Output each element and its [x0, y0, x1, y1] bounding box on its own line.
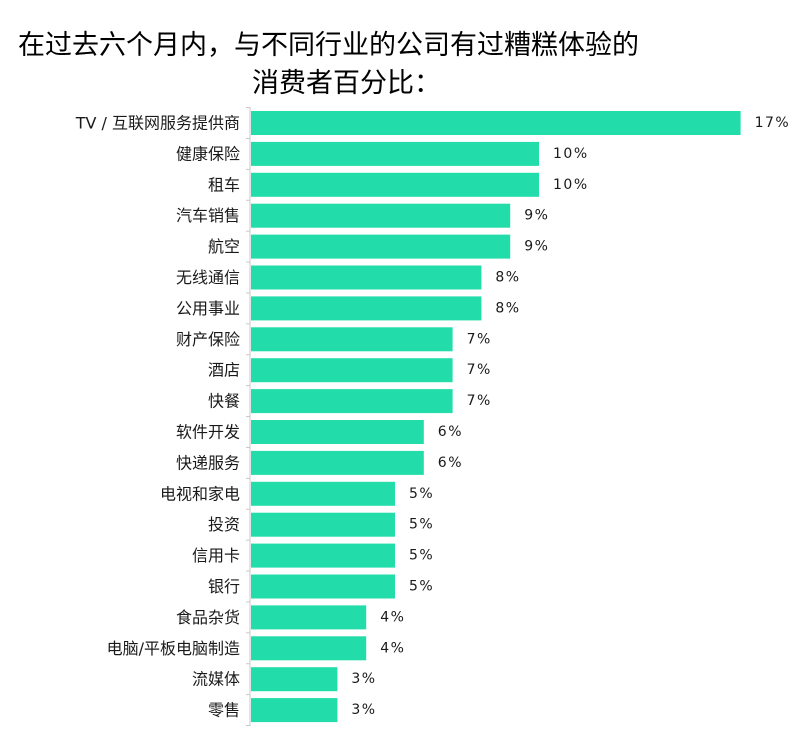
value-label: 7%	[467, 331, 492, 347]
value-label: 3%	[351, 671, 376, 687]
value-label: 4%	[380, 640, 405, 656]
value-label: 6%	[438, 424, 463, 440]
category-label: 快餐	[208, 392, 240, 411]
value-label: 5%	[409, 579, 434, 595]
category-label: 公用事业	[176, 299, 240, 318]
bars	[251, 111, 741, 723]
category-label: 软件开发	[176, 423, 240, 442]
category-label: 电视和家电	[160, 484, 240, 503]
category-label: TV / 互联网服务提供商	[75, 114, 240, 133]
category-label: 无线通信	[176, 268, 240, 287]
category-label: 银行	[208, 577, 240, 596]
value-labels: 17%10%10%9%9%8%8%7%7%7%6%6%5%5%5%5%4%4%3…	[351, 115, 791, 718]
bar	[251, 512, 395, 537]
value-label: 17%	[755, 115, 791, 131]
category-label: 酒店	[208, 361, 240, 380]
category-label: 信用卡	[192, 546, 240, 565]
chart-title-line-2: 消费者百分比：	[252, 68, 441, 99]
value-label: 8%	[495, 300, 520, 316]
bar	[251, 389, 453, 414]
category-label: 食品杂货	[176, 608, 240, 627]
bar	[251, 667, 338, 692]
value-label: 7%	[467, 393, 492, 409]
value-label: 5%	[409, 548, 434, 564]
bar	[251, 543, 395, 568]
value-label: 3%	[351, 702, 376, 718]
bar	[251, 203, 511, 228]
bar	[251, 698, 338, 723]
value-label: 8%	[495, 270, 520, 286]
bar	[251, 296, 482, 321]
category-label: 汽车销售	[176, 206, 240, 225]
bar	[251, 234, 511, 259]
value-label: 9%	[524, 208, 549, 224]
chart-title-line-1: 在过去六个月内，与不同行业的公司有过糟糕体验的	[18, 30, 639, 61]
bar	[251, 574, 395, 599]
category-label: 租车	[208, 175, 240, 194]
category-label: 流媒体	[192, 670, 240, 689]
bar	[251, 420, 424, 444]
category-axis	[246, 107, 251, 727]
value-label: 10%	[553, 177, 589, 193]
bar	[251, 141, 539, 166]
category-label: 零售	[208, 701, 240, 720]
value-label: 10%	[553, 146, 589, 162]
bar	[251, 358, 453, 383]
category-labels: TV / 互联网服务提供商健康保险租车汽车销售航空无线通信公用事业财产保险酒店快…	[75, 114, 240, 720]
bar	[251, 481, 395, 506]
value-label: 5%	[409, 486, 434, 502]
value-label: 4%	[380, 609, 405, 625]
category-label: 电脑/平板电脑制造	[107, 639, 240, 658]
category-label: 快递服务	[176, 453, 240, 472]
category-label: 航空	[208, 237, 240, 256]
bar	[251, 450, 424, 475]
value-label: 6%	[438, 455, 463, 471]
bar	[251, 111, 741, 135]
value-label: 7%	[467, 362, 492, 378]
bar	[251, 172, 539, 197]
bar	[251, 636, 367, 661]
bar	[251, 327, 453, 352]
bar	[251, 265, 482, 290]
value-label: 5%	[409, 517, 434, 533]
category-label: 财产保险	[176, 330, 240, 349]
value-label: 9%	[524, 239, 549, 255]
category-label: 健康保险	[176, 144, 240, 163]
bar	[251, 605, 367, 630]
category-label: 投资	[208, 515, 240, 534]
